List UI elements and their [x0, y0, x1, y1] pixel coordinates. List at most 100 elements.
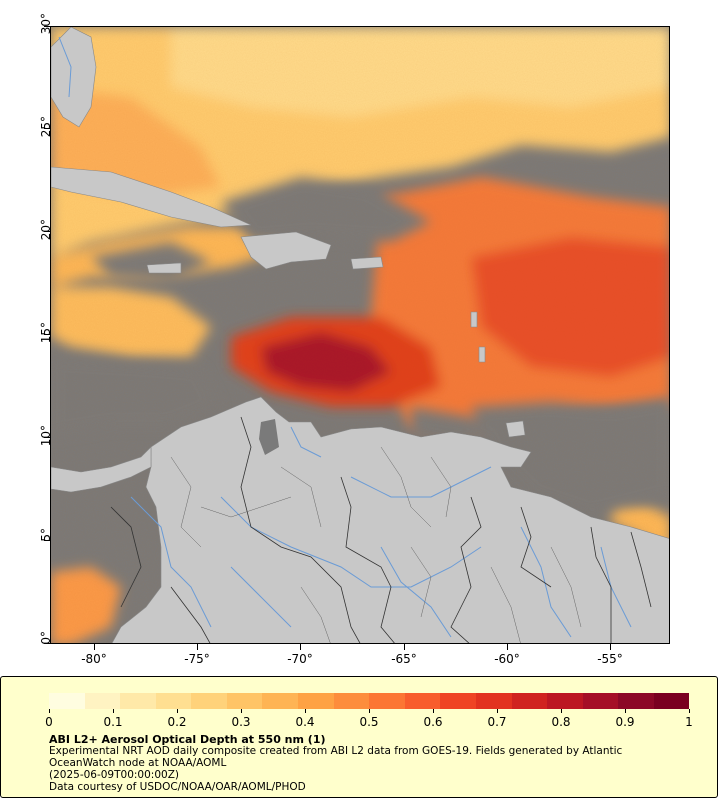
lon-label-75w: -75° [184, 652, 210, 666]
colorbar-segment [558, 693, 571, 709]
colorbar-segment [487, 693, 500, 709]
land-south-america [111, 396, 669, 643]
colorbar-segment [262, 693, 275, 709]
colorbar-label: 0.6 [423, 715, 443, 729]
lon-tick [94, 644, 95, 650]
colorbar-segment [84, 693, 97, 709]
colorbar-segment [416, 693, 429, 709]
colorbar-segment [357, 693, 370, 709]
legend-description-line-2: OceanWatch node at NOAA/AOML [49, 757, 227, 769]
lake-maracaibo [259, 419, 279, 455]
colorbar-segment [238, 693, 251, 709]
colorbar-segment [404, 693, 417, 709]
lat-tick [44, 128, 50, 129]
colorbar-segment [203, 693, 216, 709]
land-masses [51, 27, 669, 643]
lat-tick [44, 334, 50, 335]
land-hispaniola [240, 231, 332, 270]
colorbar-segment [191, 693, 204, 709]
lat-label-30: 30° [39, 13, 53, 35]
colorbar-tick [497, 709, 498, 713]
colorbar-segment [96, 693, 109, 709]
colorbar-segment [582, 693, 595, 709]
lat-tick [44, 26, 50, 27]
colorbar-tick [305, 709, 306, 713]
legend-panel: 0 0.1 0.2 0.3 0.4 0.5 0.6 0.7 0.8 0.9 1 ABI L2+ Ae… [0, 676, 718, 798]
colorbar-segment [309, 693, 322, 709]
colorbar-label: 0.1 [103, 715, 123, 729]
colorbar-segment [345, 693, 358, 709]
lat-label-10: 10° [39, 425, 53, 447]
lon-tick [404, 644, 405, 650]
colorbar-segment [369, 693, 382, 709]
colorbar-segment [60, 693, 73, 709]
colorbar-segment [511, 693, 524, 709]
lat-label-0: 0° [39, 631, 53, 645]
land-cuba [51, 166, 252, 228]
lon-tick [197, 644, 198, 650]
colorbar-tick [689, 709, 690, 713]
colorbar-segment [630, 693, 642, 709]
lon-tick [610, 644, 611, 650]
land-trinidad [505, 420, 526, 438]
colorbar-segment [49, 693, 61, 709]
colorbar-tick [369, 709, 370, 713]
colorbar-segment [452, 693, 465, 709]
colorbar-segment [108, 693, 121, 709]
lon-tick [507, 644, 508, 650]
colorbar-label: 0.8 [551, 715, 571, 729]
colorbar-label: 0.2 [167, 715, 187, 729]
colorbar-segment [132, 693, 144, 709]
lon-label-65w: -65° [391, 652, 417, 666]
lat-tick [44, 643, 50, 644]
colorbar-tick [49, 709, 50, 713]
colorbar-segment [641, 693, 654, 709]
lon-label-70w: -70° [287, 652, 313, 666]
colorbar-segment [215, 693, 227, 709]
colorbar-segment [523, 693, 536, 709]
lat-tick [44, 540, 50, 541]
colorbar-tick [113, 709, 114, 713]
colorbar-tick [433, 709, 434, 713]
legend-timestamp: (2025-06-09T00:00:00Z) [49, 769, 179, 781]
colorbar-segment [167, 693, 180, 709]
rivers [58, 36, 632, 638]
colorbar-segment [440, 693, 453, 709]
legend-credit: Data courtesy of USDOC/NOAA/OAR/AOML/PHO… [49, 781, 306, 793]
colorbar-segment [179, 693, 192, 709]
state-borders [170, 446, 582, 643]
colorbar-label: 0.4 [295, 715, 315, 729]
lon-tick [300, 644, 301, 650]
colorbar-segment [120, 693, 133, 709]
colorbar-segment [499, 693, 512, 709]
colorbar-label: 0.7 [487, 715, 507, 729]
colorbar-label: 0 [45, 715, 53, 729]
lon-label-80w: -80° [81, 652, 107, 666]
land-puerto-rico [350, 256, 384, 270]
colorbar-segment [298, 693, 310, 709]
colorbar-segment [392, 693, 405, 709]
colorbar-segment [594, 693, 607, 709]
land-jamaica [146, 262, 182, 274]
colorbar-segment [286, 693, 299, 709]
colorbar-segment [618, 693, 631, 709]
colorbar-segment [250, 693, 263, 709]
colorbar-segment [606, 693, 619, 709]
land-panama [51, 446, 152, 493]
colorbar-segment [653, 693, 666, 709]
lat-label-15: 15° [39, 322, 53, 344]
lat-label-20: 20° [39, 219, 53, 241]
colorbar-label: 1 [685, 715, 693, 729]
colorbar-label: 0.5 [359, 715, 379, 729]
colorbar-segment [547, 693, 559, 709]
lat-label-5: 5° [39, 528, 53, 542]
colorbar [49, 693, 690, 709]
colorbar-segment [677, 693, 690, 709]
colorbar-segment [155, 693, 168, 709]
colorbar-segment [274, 693, 287, 709]
land-florida [51, 27, 97, 128]
aod-map [50, 26, 670, 644]
colorbar-label: 0.3 [231, 715, 251, 729]
colorbar-segment [321, 693, 334, 709]
colorbar-segment [475, 693, 488, 709]
